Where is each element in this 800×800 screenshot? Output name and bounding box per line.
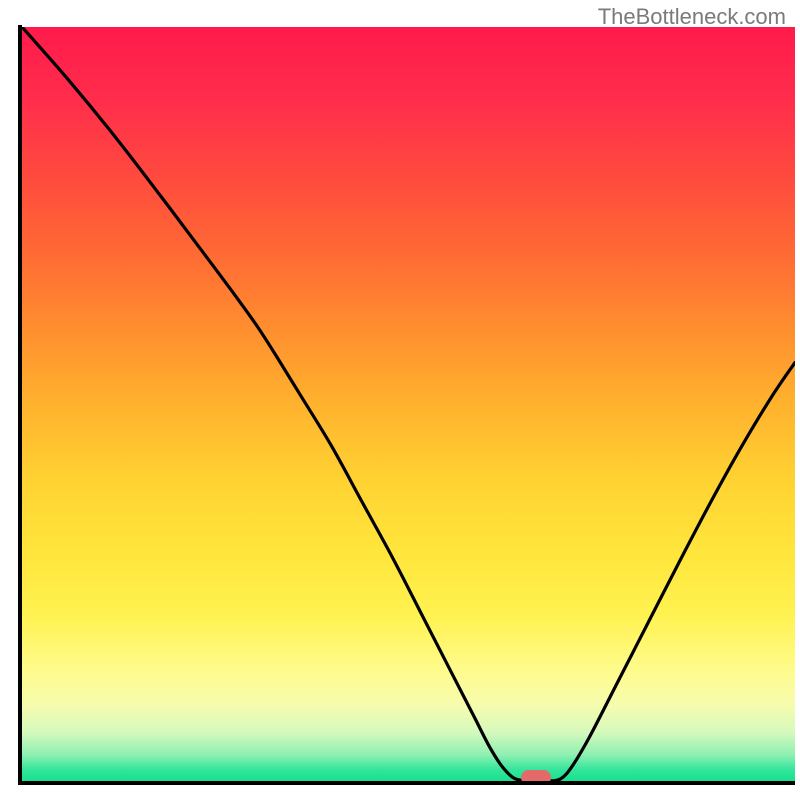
chart-frame: TheBottleneck.com	[0, 0, 800, 800]
watermark-text: TheBottleneck.com	[598, 4, 786, 30]
axis-lines	[20, 25, 795, 783]
axes	[0, 0, 800, 800]
